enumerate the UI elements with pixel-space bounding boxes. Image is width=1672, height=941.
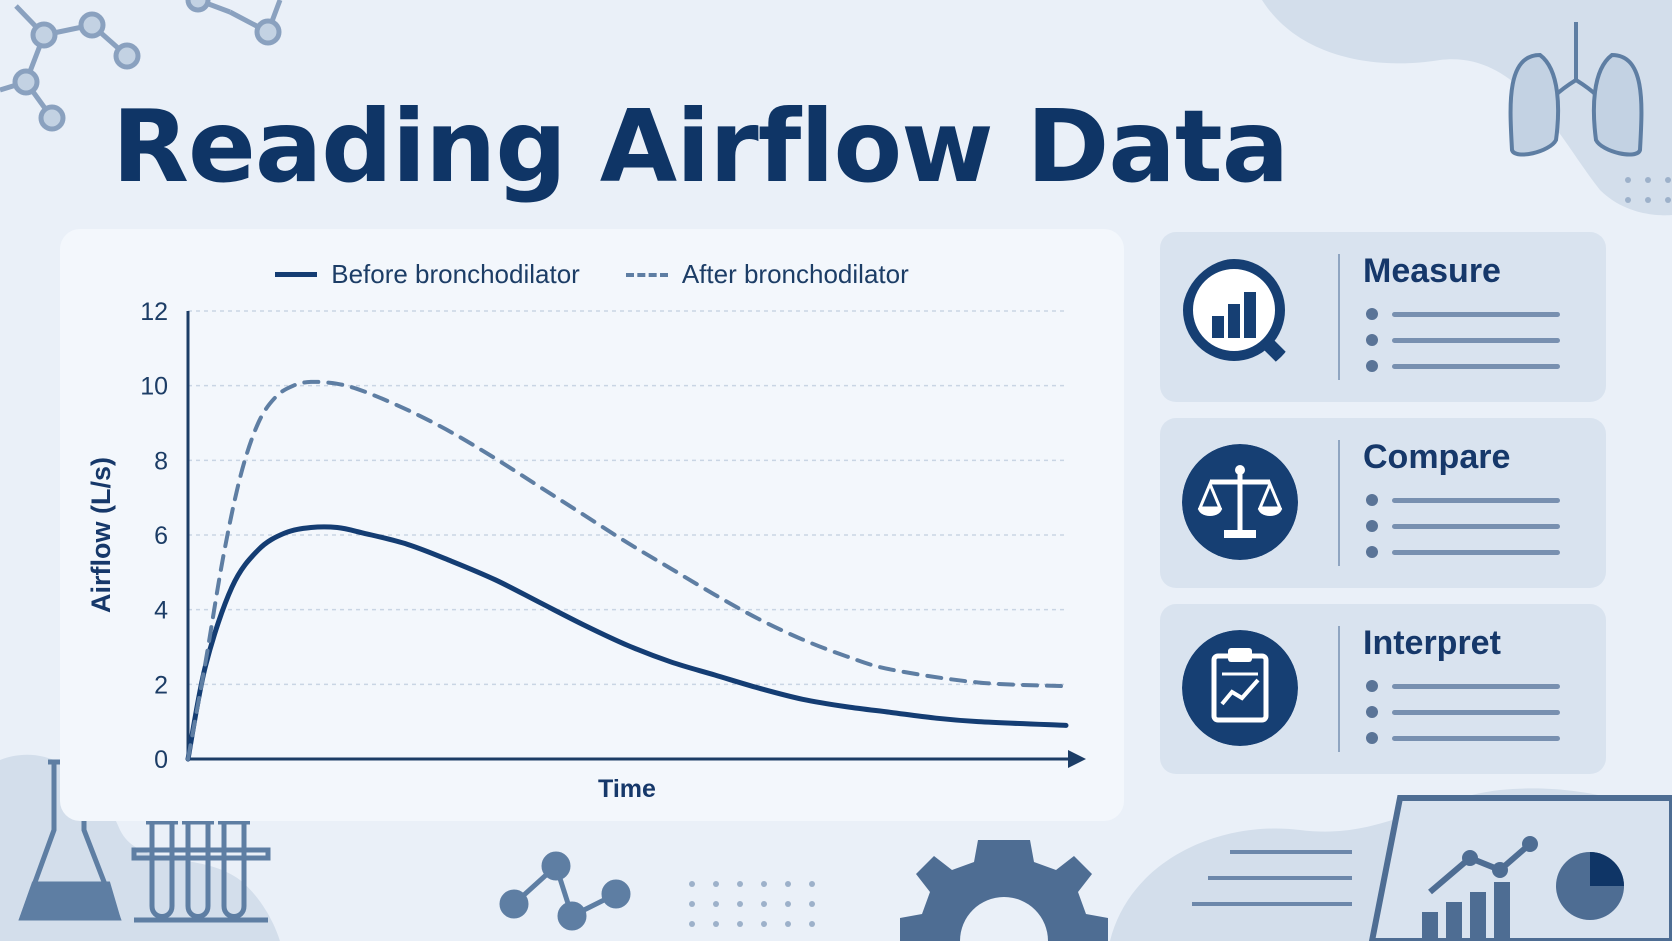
y-tick-label: 2 [154,671,168,699]
series-line-before [185,524,1069,762]
test-tubes-icon [131,819,271,923]
x-axis-arrow [1068,750,1086,768]
y-tick-label: 12 [140,298,168,326]
card-title-measure: Measure [1363,252,1501,290]
lungs-icon [1508,22,1644,157]
scales-icon [1182,444,1298,560]
y-axis-label: Airflow (L/s) [86,457,116,613]
legend-item-before: Before bronchodilator [275,259,580,290]
legend-swatch-dashed [625,272,668,277]
card-title-interpret: Interpret [1363,624,1501,662]
card-divider [1338,254,1340,380]
laptop-icon [1368,795,1672,941]
legend-item-after: After bronchodilator [625,259,909,290]
y-tick-label: 10 [140,373,168,401]
card-interpret[interactable]: Interpret [1160,604,1606,774]
legend-label-before: Before bronchodilator [331,259,580,289]
bullet-item [1366,308,1560,320]
legend-label-after: After bronchodilator [681,259,909,289]
card-title-compare: Compare [1363,438,1511,476]
card-divider [1338,626,1340,752]
y-tick-label: 6 [154,522,168,550]
airflow-chart: 0 2 4 6 8 10 12 Airflow (L/s) Time [86,298,1086,803]
bullet-item [1366,494,1560,506]
chart-card: Before bronchodilator After bronchodilat… [60,229,1124,821]
lines-icon [1192,850,1352,906]
bullet-item [1366,732,1560,744]
bullet-item [1366,546,1560,558]
bullet-item [1366,334,1560,346]
molecule-icon [499,851,631,931]
x-axis-label: Time [598,775,656,803]
dot-grid-icon [689,177,1671,927]
card-divider [1338,440,1340,566]
bullet-item [1366,680,1560,692]
magnifier-chart-icon [1183,259,1298,374]
card-compare[interactable]: Compare [1160,418,1606,588]
bullet-item [1366,360,1560,372]
bullet-item [1366,520,1560,532]
molecule-icon [0,0,283,132]
chart-legend: Before bronchodilator After bronchodilat… [60,259,1124,290]
bullet-item [1366,706,1560,718]
gear-icon [900,840,1108,941]
y-tick-label: 4 [154,597,168,625]
clipboard-chart-icon [1182,630,1298,746]
y-tick-label: 8 [154,447,168,475]
card-measure[interactable]: Measure [1160,232,1606,402]
page-title: Reading Airflow Data [112,88,1289,205]
y-tick-label: 0 [154,746,168,774]
series-line-after [186,379,1068,761]
legend-swatch-solid [275,272,318,277]
